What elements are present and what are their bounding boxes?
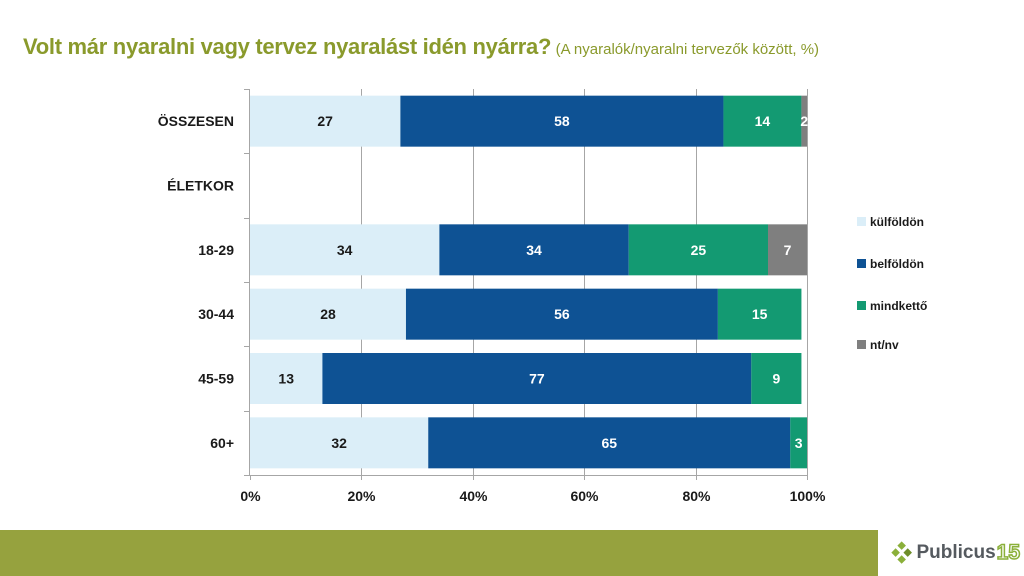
category-label: ÉLETKOR	[167, 178, 234, 194]
bar-segment	[400, 95, 724, 147]
x-tick-label: 60%	[570, 488, 599, 504]
legend-swatch	[857, 259, 866, 268]
bar-segment	[322, 353, 752, 404]
bar-segment	[717, 288, 802, 340]
chart-title-main: Volt már nyaralni vagy tervez nyaralást …	[23, 34, 552, 59]
legend-swatch	[857, 301, 866, 310]
bar-segment	[250, 417, 429, 469]
legend-label: külföldön	[870, 215, 924, 229]
x-tick-label: 100%	[790, 488, 826, 504]
data-label: 58	[554, 113, 570, 129]
data-label: 56	[554, 306, 570, 322]
bar-segment	[250, 95, 401, 147]
data-label: 27	[317, 113, 333, 129]
legend-swatch	[857, 340, 866, 349]
bar-segment	[250, 288, 406, 340]
logo-text: Publicus	[916, 542, 996, 563]
data-label: 3	[795, 435, 803, 451]
data-label: 15	[752, 306, 768, 322]
data-label: 9	[772, 371, 780, 387]
bar-segment	[790, 417, 807, 469]
logo-diamond-icon	[891, 541, 912, 564]
bar-segment	[250, 353, 323, 404]
category-label: 30-44	[198, 306, 234, 322]
data-label: 28	[320, 306, 336, 322]
chart-title: Volt már nyaralni vagy tervez nyaralást …	[23, 34, 819, 60]
category-label: ÖSSZESEN	[158, 113, 234, 129]
bar-segment	[405, 288, 718, 340]
bar-segment	[768, 224, 807, 276]
bar-segment	[801, 95, 807, 147]
data-label: 34	[526, 242, 542, 258]
data-label: 34	[337, 242, 353, 258]
category-label: 45-59	[198, 371, 234, 387]
publicus-logo: Publicus 15	[890, 534, 1021, 572]
bar-segment	[628, 224, 769, 276]
data-label: 25	[691, 242, 707, 258]
legend-label: mindkettő	[870, 299, 927, 313]
data-label: 7	[784, 242, 792, 258]
x-tick-label: 80%	[682, 488, 711, 504]
data-label: 65	[601, 435, 617, 451]
x-tick-label: 0%	[240, 488, 261, 504]
data-label: 32	[331, 435, 347, 451]
x-tick-label: 20%	[347, 488, 376, 504]
category-label: 18-29	[198, 242, 234, 258]
legend-label: belföldön	[870, 257, 924, 271]
legend-swatch	[857, 217, 866, 226]
bar-segment	[250, 224, 440, 276]
data-label: 2	[800, 113, 808, 129]
logo-number: 15	[996, 540, 1021, 565]
x-tick-label: 40%	[459, 488, 488, 504]
bar-segment	[723, 95, 802, 147]
data-label: 13	[278, 371, 294, 387]
legend-label: nt/nv	[870, 338, 899, 352]
stacked-bar-chart: 0% 20% 40% 60% 80% 100% ÖSSZESEN 27 58 14 2 ÉLETKOR…	[158, 89, 927, 504]
chart-subtitle: (A nyaralók/nyaralni tervezők között, %)	[555, 41, 820, 58]
bar-segment	[439, 224, 629, 276]
data-label: 14	[755, 113, 771, 129]
bar-segment	[751, 353, 802, 404]
footer-bar	[0, 530, 878, 576]
data-label: 77	[529, 371, 545, 387]
bar-segment	[428, 417, 791, 469]
category-label: 60+	[210, 435, 234, 451]
